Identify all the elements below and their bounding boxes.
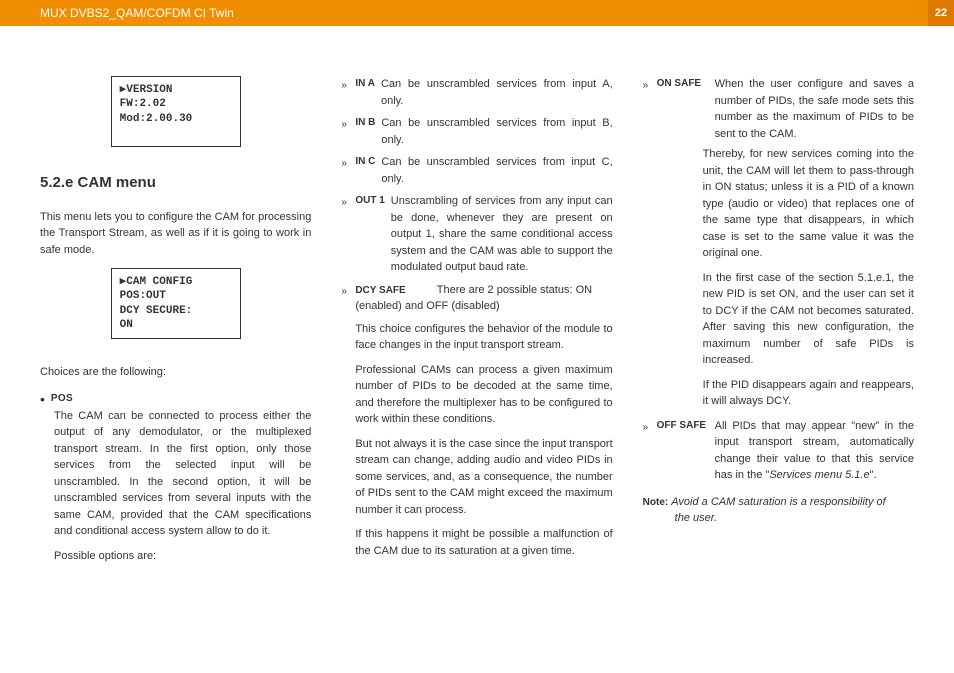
header: MUX DVBS2_QAM/COFDM CI Twin 22 <box>0 0 954 26</box>
in-b-label: IN B <box>355 115 375 148</box>
column-1: ▶VERSION FW:2.02 Mod:2.00.30 5.2.e CAM m… <box>40 76 311 572</box>
dcy-para-2: Professional CAMs can process a given ma… <box>355 362 612 428</box>
off-safe-item: » OFF SAFE All PIDs that may appear "new… <box>643 418 914 484</box>
in-b-item: » IN B Can be unscrambled services from … <box>341 115 612 148</box>
choices-intro: Choices are the following: <box>40 364 311 381</box>
pos-body: The CAM can be connected to process eith… <box>54 408 311 540</box>
in-c-label: IN C <box>355 154 375 187</box>
chevron-icon: » <box>341 156 349 187</box>
in-b-text: Can be unscrambled services from input B… <box>381 115 612 148</box>
note: Note: Avoid a CAM saturation is a respon… <box>643 494 914 511</box>
dcy-safe-label: DCY SAFE <box>355 285 405 296</box>
intro-paragraph: This menu lets you to configure the CAM … <box>40 209 311 259</box>
note-body-2: the user. <box>675 510 914 527</box>
pos-options-intro: Possible options are: <box>54 548 311 565</box>
page-number: 22 <box>928 0 954 26</box>
out-1-label: OUT 1 <box>355 193 384 276</box>
chevron-icon: » <box>341 78 349 109</box>
on-safe-label: ON SAFE <box>657 76 709 142</box>
dcy-para-1: This choice configures the behavior of t… <box>355 321 612 354</box>
dcy-para-3: But not always it is the case since the … <box>355 436 612 519</box>
column-3: » ON SAFE When the user configure and sa… <box>643 76 914 572</box>
out-1-item: » OUT 1 Unscrambling of services from an… <box>341 193 612 276</box>
lcd-camconfig-box: ▶CAM CONFIG POS:OUT DCY SECURE: ON <box>111 268 241 339</box>
column-2: » IN A Can be unscrambled services from … <box>341 76 612 572</box>
in-c-text: Can be unscrambled services from input C… <box>381 154 612 187</box>
lcd-version-box: ▶VERSION FW:2.02 Mod:2.00.30 <box>111 76 241 147</box>
bullet-icon: • <box>40 392 45 406</box>
in-a-label: IN A <box>355 76 375 109</box>
section-title: 5.2.e CAM menu <box>40 172 311 195</box>
in-a-item: » IN A Can be unscrambled services from … <box>341 76 612 109</box>
off-safe-label: OFF SAFE <box>657 418 709 484</box>
dcy-para-4: If this happens it might be possible a m… <box>355 526 612 559</box>
pos-list: • POS The CAM can be connected to proces… <box>40 391 311 565</box>
out-1-text: Unscrambling of services from any input … <box>391 193 613 276</box>
on-safe-item: » ON SAFE When the user configure and sa… <box>643 76 914 142</box>
page-content: ▶VERSION FW:2.02 Mod:2.00.30 5.2.e CAM m… <box>0 26 954 592</box>
chevron-icon: » <box>341 195 349 276</box>
header-title: MUX DVBS2_QAM/COFDM CI Twin <box>40 4 234 22</box>
on-safe-para-3: In the first case of the section 5.1.e.1… <box>703 270 914 369</box>
chevron-icon: » <box>341 284 349 315</box>
note-label: Note: <box>643 497 669 508</box>
pos-item: • POS The CAM can be connected to proces… <box>40 391 311 565</box>
in-a-text: Can be unscrambled services from input A… <box>381 76 613 109</box>
note-body-1: Avoid a CAM saturation is a responsibili… <box>671 496 885 508</box>
pos-term: POS <box>51 391 73 406</box>
on-safe-para-2: Thereby, for new services coming into th… <box>703 146 914 262</box>
on-safe-para-4: If the PID disappears again and reappear… <box>703 377 914 410</box>
chevron-icon: » <box>643 420 651 484</box>
chevron-icon: » <box>341 117 349 148</box>
on-safe-text: When the user configure and saves a numb… <box>715 76 914 142</box>
chevron-icon: » <box>643 78 651 142</box>
off-safe-text: All PIDs that may appear "new" in the in… <box>715 418 914 484</box>
dcy-safe-item: » DCY SAFE There are 2 possible status: … <box>341 282 612 315</box>
in-c-item: » IN C Can be unscrambled services from … <box>341 154 612 187</box>
